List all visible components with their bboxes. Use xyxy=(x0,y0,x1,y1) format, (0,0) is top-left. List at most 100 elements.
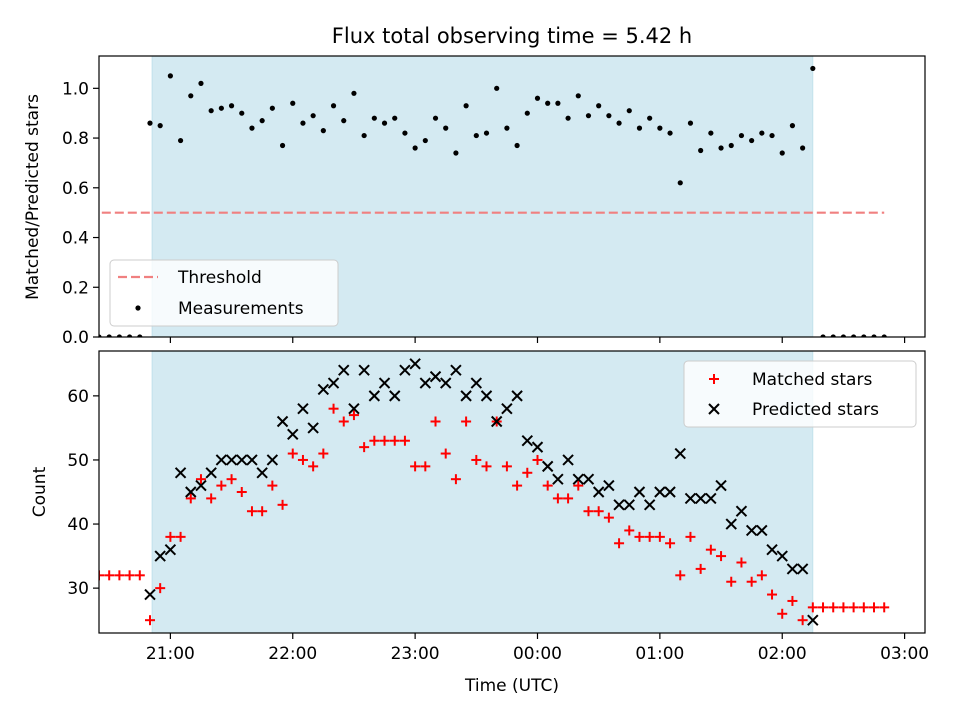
measurement-point xyxy=(698,147,704,154)
measurement-point xyxy=(514,142,520,149)
predicted-stars-point xyxy=(358,364,370,376)
matched-stars-point xyxy=(399,435,410,446)
measurement-point xyxy=(157,123,163,129)
measurement-point xyxy=(800,145,806,151)
predicted-stars-point xyxy=(643,499,656,511)
predicted-stars-point xyxy=(236,454,248,466)
matched-stars-point xyxy=(665,538,676,549)
matched-stars-point xyxy=(675,570,686,581)
predicted-stars-point xyxy=(276,415,289,428)
matched-stars-point xyxy=(297,454,308,465)
matched-stars-point xyxy=(389,435,400,446)
measurement-point xyxy=(422,137,428,144)
measurement-point xyxy=(320,128,326,134)
matched-stars-point xyxy=(236,487,247,497)
matched-stars-point xyxy=(359,442,370,453)
x-tick-label: 21:00 xyxy=(146,644,195,664)
predicted-stars-point xyxy=(501,402,513,415)
measurement-point xyxy=(585,113,592,119)
matched-stars-point xyxy=(787,595,798,606)
predicted-stars-point xyxy=(205,467,217,479)
predicted-stars-point xyxy=(490,415,503,428)
predicted-stars-point xyxy=(705,492,717,505)
measurement-point xyxy=(310,113,316,119)
matched-stars-point xyxy=(267,480,278,491)
ratio-legend: Threshold Measurements xyxy=(109,259,339,327)
predicted-stars-point xyxy=(470,377,483,389)
matched-stars-point xyxy=(257,506,268,517)
matched-stars-point xyxy=(879,602,890,613)
matched-stars-point xyxy=(828,602,839,613)
measurement-point xyxy=(789,123,796,129)
count-legend-box xyxy=(683,360,917,428)
measurement-point xyxy=(820,334,826,337)
measurement-point xyxy=(606,113,612,119)
predicted-stars-point xyxy=(460,390,472,402)
legend-predicted-swatch xyxy=(708,403,720,415)
x-tick-label: 00:00 xyxy=(513,644,562,664)
matched-stars-point xyxy=(471,454,482,465)
predicted-stars-point xyxy=(531,441,544,453)
measurement-point xyxy=(137,334,143,337)
matched-stars-point xyxy=(318,448,329,459)
predicted-stars-point xyxy=(572,473,584,485)
matched-stars-point xyxy=(461,416,472,427)
matched-stars-point xyxy=(563,493,574,504)
matched-stars-point xyxy=(512,480,523,491)
measurement-point xyxy=(259,118,265,124)
ratio-series-0 xyxy=(99,65,887,337)
x-tick-label: 02:00 xyxy=(758,644,807,664)
matched-stars-point xyxy=(308,461,319,472)
matched-stars-point xyxy=(104,570,115,581)
predicted-stars-point xyxy=(338,364,350,376)
matched-stars-point xyxy=(858,602,869,613)
predicted-stars-point xyxy=(511,390,523,402)
measurement-point xyxy=(616,120,622,126)
predicted-stars-point xyxy=(582,473,595,485)
predicted-stars-point xyxy=(378,377,391,389)
matched-stars-point xyxy=(573,480,584,491)
predicted-stars-point xyxy=(246,454,258,466)
predicted-stars-point xyxy=(735,505,748,517)
matched-stars-point xyxy=(685,531,696,542)
x-tick-label: 23:00 xyxy=(391,644,440,664)
matched-stars-point xyxy=(328,403,339,414)
measurement-point xyxy=(749,137,755,144)
ratio-panel: Flux total observing time = 5.42 h 0.0 0.… xyxy=(23,24,926,348)
measurement-point xyxy=(381,120,388,126)
matched-stars-point xyxy=(818,602,829,613)
measurement-point xyxy=(300,120,306,126)
matched-stars-point xyxy=(155,583,166,594)
predicted-stars-point xyxy=(195,479,207,492)
matched-stars-point xyxy=(695,563,706,574)
measurement-point xyxy=(738,132,745,139)
matched-stars-point xyxy=(705,544,716,555)
measurement-point xyxy=(330,103,337,109)
predicted-stars-point xyxy=(756,524,768,537)
measurement-point xyxy=(851,334,857,337)
matched-stars-point xyxy=(593,506,604,517)
measurement-point xyxy=(290,100,296,106)
measurement-point xyxy=(810,65,816,72)
measurement-point xyxy=(871,334,877,337)
measurement-point xyxy=(636,125,643,131)
measurement-point xyxy=(463,103,469,109)
predicted-stars-point xyxy=(725,518,737,530)
count-panel: 30 40 50 60 21:00 22:00 23:00 00:00 01:00 02:00 03… xyxy=(30,350,929,696)
predicted-stars-point xyxy=(256,467,268,479)
measurement-point xyxy=(534,95,541,101)
predicted-stars-point xyxy=(450,364,462,376)
matched-stars-point xyxy=(165,531,176,542)
predicted-stars-point xyxy=(603,479,615,492)
matched-stars-point xyxy=(767,589,778,600)
matched-stars-point xyxy=(777,608,788,619)
predicted-stars-point xyxy=(654,486,666,498)
legend-threshold-label: Threshold xyxy=(177,268,262,288)
matched-stars-point xyxy=(522,467,533,478)
matched-stars-point xyxy=(644,531,655,542)
predicted-stars-point xyxy=(409,358,421,370)
legend-measurements-label: Measurements xyxy=(178,299,304,319)
matched-stars-point xyxy=(807,602,818,613)
count-y-tick-label: 40 xyxy=(67,515,89,535)
matched-stars-point xyxy=(175,531,186,542)
